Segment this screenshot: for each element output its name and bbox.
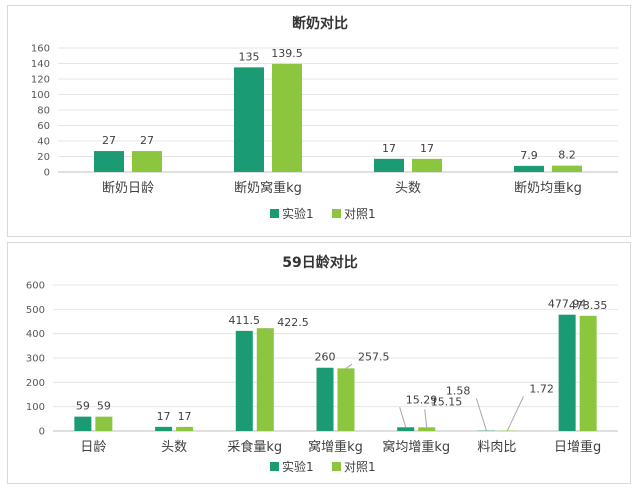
category-label: 断奶日龄 <box>102 181 154 196</box>
data-label: 135 <box>239 50 260 63</box>
bar-series-a <box>374 158 404 172</box>
y-tick-label: 600 <box>26 281 45 292</box>
category-label: 窝均增重kg <box>382 439 450 455</box>
bar-series-b <box>176 426 194 431</box>
data-label: 1.72 <box>529 383 554 396</box>
chart-panel-day59: 59日龄对比 0 100 200 300 400 500 600 日龄 59 59 头数 17 17 采食量… <box>7 242 631 484</box>
data-label: 257.5 <box>358 350 390 363</box>
y-tick-label: 300 <box>26 354 45 365</box>
bar-series-a <box>397 427 415 431</box>
category-label: 料肉比 <box>477 440 516 455</box>
bar-series-b <box>132 151 162 172</box>
y-tick-label: 0 <box>39 427 45 438</box>
data-label-leader <box>475 398 487 431</box>
bar-series-a <box>316 367 334 431</box>
legend-label: 实验1 <box>282 459 314 474</box>
data-label: 59 <box>97 400 111 413</box>
data-label: 477.94 <box>548 298 587 311</box>
y-tick-label: 0 <box>44 168 50 179</box>
bar-series-a <box>234 67 264 172</box>
legend-label: 对照1 <box>344 207 376 221</box>
day59-chart: 59日龄对比 0 100 200 300 400 500 600 日龄 59 59 头数 17 17 采食量… <box>26 254 618 474</box>
data-label-leader <box>424 409 428 428</box>
bar-series-a <box>94 151 124 172</box>
category-label: 采食量kg <box>227 439 282 455</box>
data-label: 17 <box>157 410 171 423</box>
data-label-leader <box>265 327 272 331</box>
data-label: 17 <box>382 142 396 155</box>
legend-label: 实验1 <box>282 206 314 221</box>
y-tick-label: 140 <box>31 59 50 70</box>
bar-series-a <box>155 426 173 431</box>
category-label: 断奶窝重kg <box>234 180 302 196</box>
y-tick-label: 60 <box>37 121 50 132</box>
chart-panel-weaning: 断奶对比 0 20 40 60 80 100 120 140 160 断奶日龄 27 27 断奶窝重kg 1… <box>7 5 631 237</box>
bar-series-a <box>514 165 544 172</box>
bar-series-a <box>74 416 92 431</box>
data-label: 15.29 <box>406 393 438 406</box>
data-label: 27 <box>102 134 116 147</box>
bar-series-b <box>412 158 442 172</box>
data-label: 15.15 <box>431 395 463 408</box>
data-label: 260 <box>315 351 336 364</box>
data-label-leader <box>345 363 353 369</box>
category-label: 断奶均重kg <box>514 180 582 196</box>
legend-swatch <box>270 462 279 471</box>
bar-series-b <box>256 328 274 431</box>
data-label: 1.58 <box>446 385 471 398</box>
data-label: 59 <box>76 400 90 413</box>
data-label: 17 <box>420 142 434 155</box>
category-label: 日增重g <box>554 439 601 455</box>
bar-series-b <box>418 427 436 431</box>
chart-title: 断奶对比 <box>292 15 348 32</box>
y-tick-label: 120 <box>31 75 50 86</box>
data-label: 8.2 <box>558 149 576 162</box>
bar-series-b <box>552 165 582 172</box>
data-label: 411.5 <box>229 314 261 327</box>
data-label: 139.5 <box>271 47 303 60</box>
legend-swatch <box>270 209 279 218</box>
data-label-leader <box>399 407 407 428</box>
y-tick-label: 400 <box>26 329 45 340</box>
category-label: 头数 <box>395 181 421 196</box>
data-label: 17 <box>178 410 192 423</box>
category-label: 日龄 <box>80 440 106 455</box>
y-tick-label: 160 <box>31 44 50 55</box>
bar-series-b <box>579 315 597 431</box>
category-label: 窝增重kg <box>308 439 363 455</box>
category-label: 头数 <box>161 440 187 455</box>
data-label: 422.5 <box>277 316 309 329</box>
legend-swatch <box>332 462 341 471</box>
y-tick-label: 40 <box>37 137 50 148</box>
data-label: 27 <box>140 134 154 147</box>
bar-series-a <box>558 314 576 431</box>
chart-title: 59日龄对比 <box>282 254 357 271</box>
y-tick-label: 100 <box>26 402 45 413</box>
legend-label: 对照1 <box>344 460 376 474</box>
bar-series-b <box>95 416 113 431</box>
y-tick-label: 500 <box>26 305 45 316</box>
bar-series-b <box>272 63 302 173</box>
y-tick-label: 100 <box>31 90 50 101</box>
data-label-leader <box>506 396 524 431</box>
bar-series-a <box>235 330 253 431</box>
weaning-chart: 断奶对比 0 20 40 60 80 100 120 140 160 断奶日龄 27 27 断奶窝重kg 1… <box>31 15 618 221</box>
bar-series-b <box>337 368 355 431</box>
y-tick-label: 80 <box>37 106 50 117</box>
legend-swatch <box>332 209 341 218</box>
y-tick-label: 200 <box>26 378 45 389</box>
y-tick-label: 20 <box>37 152 50 163</box>
data-label: 473.35 <box>569 299 608 312</box>
data-label: 7.9 <box>520 149 538 162</box>
